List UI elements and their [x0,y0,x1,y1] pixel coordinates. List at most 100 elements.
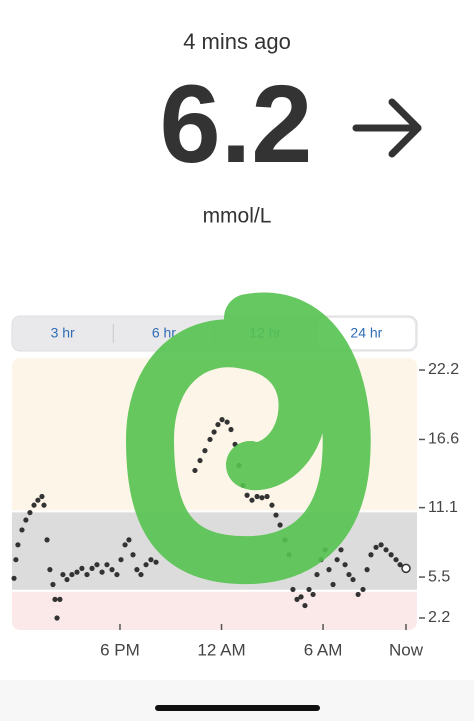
point [99,569,105,575]
point [334,557,340,563]
point [202,448,208,454]
y-tick-label: 16.6 [428,431,459,448]
y-tick-label: 5.5 [428,568,450,585]
point [264,493,270,500]
bottom-bar [0,680,474,721]
point [378,542,384,548]
y-tick-label: 22.2 [428,361,459,378]
point [244,492,250,498]
point [254,493,260,500]
x-tick-label: Now [389,640,424,659]
x-tick-label: 12 AM [197,640,245,659]
point [104,562,110,568]
unit: mmol/L [203,205,272,228]
point [126,537,132,543]
point [273,512,279,518]
tab[interactable]: 3 hr [51,325,75,341]
point [50,581,56,588]
point [368,552,374,558]
point [134,567,140,573]
point [306,586,312,593]
point [346,571,352,578]
point [219,417,225,423]
tab[interactable]: 6 hr [152,325,176,341]
point [192,467,198,474]
point [118,557,124,563]
point [60,571,66,578]
point [64,576,70,583]
point [89,565,95,571]
y-tick-label: 11.1 [428,499,458,516]
point [360,586,366,593]
point [330,581,336,588]
point [130,552,136,558]
point [338,547,344,553]
point [15,542,21,548]
point [35,497,41,503]
point [79,565,85,571]
point [373,544,379,550]
x-tick-label: 6 AM [304,640,343,659]
point [69,571,75,578]
point [290,586,296,593]
point [197,457,203,464]
x-tick-label: 6 PM [100,640,140,659]
low-band [12,590,417,630]
point [148,557,154,563]
point [143,562,149,568]
point [355,591,361,598]
point [84,571,90,578]
point [224,419,230,425]
reading: 6.2 [160,63,313,186]
point [350,576,356,583]
point [310,591,316,598]
point [393,557,399,563]
point [27,509,33,516]
y-tick-label: 2.2 [428,609,450,626]
point [57,596,63,602]
point [388,552,394,558]
point [211,429,217,435]
point [298,594,304,600]
point [383,547,389,553]
status: 4 mins ago [183,29,291,54]
point [13,557,19,563]
point [39,493,45,500]
point [41,502,47,508]
scribble [125,292,371,585]
point [74,569,80,575]
point [153,559,159,565]
point [109,567,115,573]
point [11,575,17,581]
point [277,522,283,528]
point [249,497,255,503]
point [94,562,100,568]
point [31,502,37,508]
point [52,596,58,602]
point [122,542,128,548]
home-indicator [155,705,320,711]
point [54,615,60,621]
point [342,562,348,568]
point [215,421,221,428]
point [294,596,300,602]
point [364,567,370,573]
point [269,502,275,508]
point [302,602,308,609]
point [314,571,320,578]
point [47,567,53,573]
point [19,527,25,533]
point [326,567,332,573]
point [23,517,29,523]
point [114,571,120,578]
tab[interactable]: 24 hr [350,325,382,341]
point [228,426,234,433]
point [207,436,213,443]
point [138,571,144,578]
point [259,495,265,501]
trend-arrow [352,98,422,158]
current-point [401,563,411,574]
point [397,562,403,568]
